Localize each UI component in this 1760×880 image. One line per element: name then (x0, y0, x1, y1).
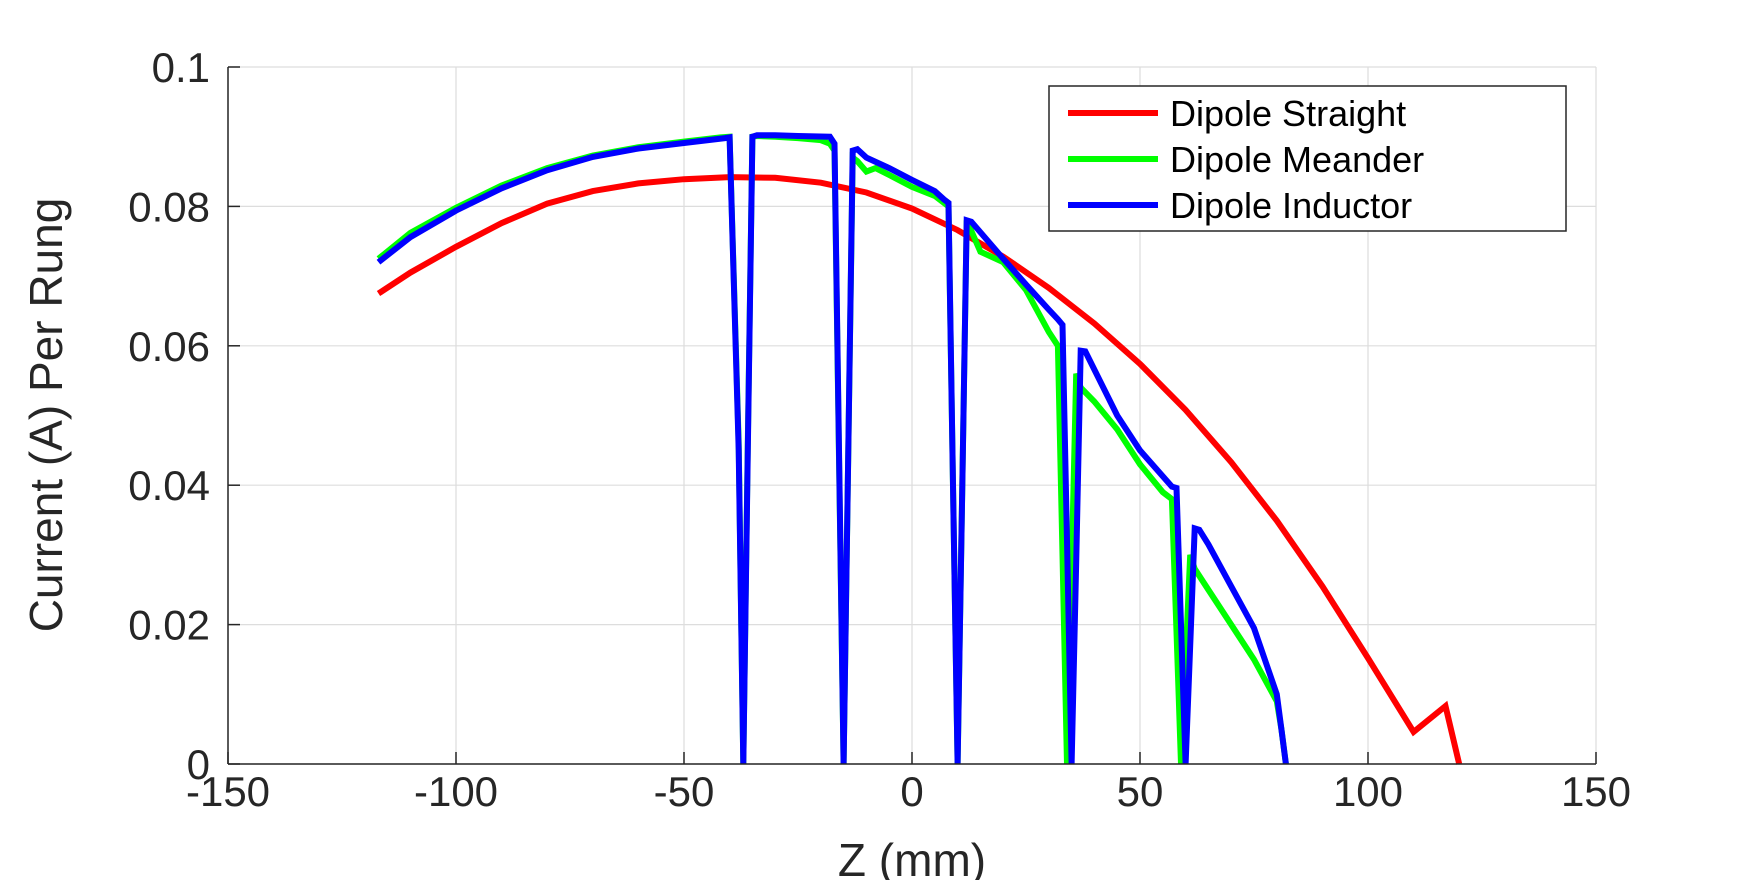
y-tick-label-4: 0.08 (128, 183, 210, 230)
y-tick-label-0: 0 (187, 741, 210, 788)
y-tick-label-5: 0.1 (152, 44, 210, 91)
x-tick-label-5: 100 (1333, 768, 1403, 815)
y-tick-label-2: 0.04 (128, 462, 210, 509)
x-tick-label-1: -100 (414, 768, 498, 815)
legend: Dipole Straight Dipole Meander Dipole In… (1048, 85, 1567, 232)
series-lines (376, 132, 1463, 765)
x-tick-label-0: -150 (186, 768, 270, 815)
x-tick-label-3: 0 (900, 768, 923, 815)
series-line-dipole-straight (376, 174, 1463, 765)
legend-label-dipole-meander: Dipole Meander (1170, 139, 1424, 180)
legend-label-dipole-inductor: Dipole Inductor (1170, 185, 1412, 226)
y-tick-label-3: 0.06 (128, 323, 210, 370)
series-line-dipole-inductor (376, 132, 1289, 765)
legend-label-dipole-straight: Dipole Straight (1170, 93, 1406, 134)
x-tick-label-2: -50 (654, 768, 715, 815)
x-axis-label: Z (mm) (838, 834, 986, 880)
y-axis-label: Current (A) Per Rung (20, 198, 72, 633)
axes (227, 66, 1597, 765)
y-tick-label-1: 0.02 (128, 602, 210, 649)
x-tick-label-6: 150 (1561, 768, 1631, 815)
tick-labels: -150 -100 -50 0 50 100 150 0 0.02 0.04 0.06 0.08 0.1 (128, 44, 1631, 815)
x-tick-label-4: 50 (1117, 768, 1164, 815)
